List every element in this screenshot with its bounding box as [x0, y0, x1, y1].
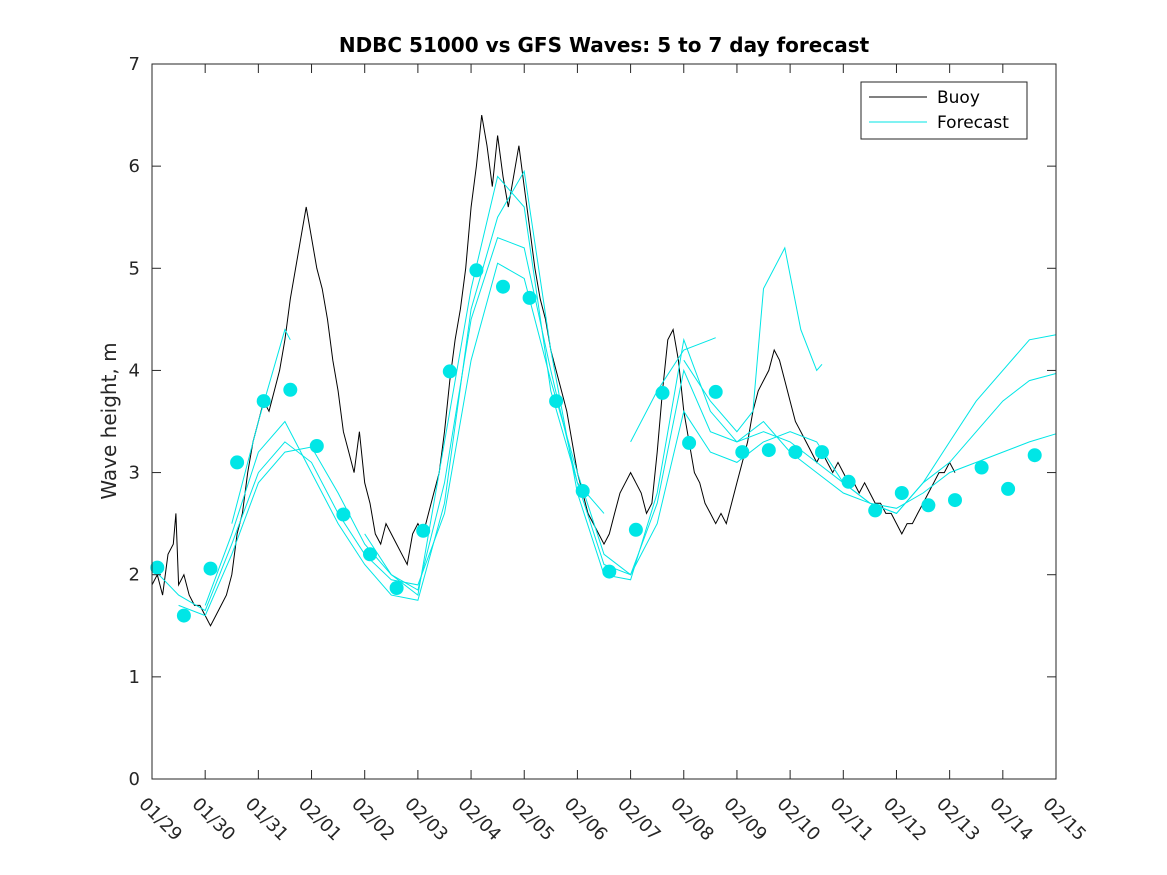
- legend-label-forecast: Forecast: [937, 113, 1009, 133]
- forecast-marker: [708, 384, 723, 399]
- forecast-marker: [788, 445, 803, 460]
- forecast-marker: [203, 561, 218, 576]
- forecast-marker: [841, 474, 856, 489]
- forecast-marker: [575, 484, 590, 498]
- series-line-7: [630, 337, 716, 443]
- forecast-marker: [682, 435, 697, 450]
- forecast-marker: [256, 394, 271, 409]
- forecast-marker: [309, 439, 324, 453]
- forecast-marker: [1027, 448, 1042, 463]
- forecast-marker: [389, 581, 404, 595]
- forecast-marker: [628, 522, 643, 537]
- forecast-marker: [363, 547, 377, 562]
- forecast-marker: [522, 290, 537, 305]
- y-tick-label: 2: [129, 565, 140, 586]
- y-tick-label: 4: [129, 360, 140, 381]
- y-tick-label: 5: [129, 258, 140, 279]
- forecast-marker: [283, 382, 298, 397]
- legend-label-buoy: Buoy: [937, 88, 980, 108]
- forecast-marker: [469, 263, 484, 278]
- forecast-marker: [602, 564, 617, 579]
- series-line-6: [683, 246, 823, 433]
- forecast-marker: [735, 445, 750, 460]
- forecast-marker: [921, 498, 936, 513]
- legend: Buoy Forecast: [860, 81, 1028, 140]
- forecast-marker: [549, 394, 564, 409]
- plot-area: [150, 115, 1057, 627]
- forecast-marker: [948, 493, 962, 508]
- legend-box: [860, 81, 1028, 140]
- axes-box: [151, 63, 1057, 780]
- forecast-marker: [894, 486, 909, 500]
- y-tick-label: 0: [129, 769, 140, 790]
- forecast-marker: [176, 608, 191, 623]
- forecast-marker: [230, 455, 245, 470]
- forecast-marker: [1001, 481, 1016, 496]
- y-tick-label: 6: [129, 156, 140, 177]
- forecast-marker: [815, 445, 829, 460]
- y-tick-label: 7: [129, 54, 140, 75]
- y-axis-label: Wave height, m: [97, 342, 121, 499]
- series-line-5: [364, 175, 605, 596]
- forecast-marker: [336, 507, 351, 522]
- forecast-marker: [761, 443, 776, 458]
- chart-title: NDBC 51000 vs GFS Waves: 5 to 7 day fore…: [339, 33, 870, 57]
- series-line-3: [204, 169, 1057, 606]
- forecast-marker: [974, 460, 989, 475]
- y-tick-label: 3: [129, 463, 140, 484]
- y-tick-label: 1: [129, 667, 140, 688]
- forecast-marker: [655, 385, 670, 400]
- series-line-4: [231, 328, 291, 524]
- forecast-marker: [496, 279, 510, 294]
- forecast-marker: [416, 523, 431, 538]
- forecast-marker: [868, 503, 883, 518]
- forecast-marker: [442, 364, 457, 379]
- forecast-marker: [150, 560, 165, 575]
